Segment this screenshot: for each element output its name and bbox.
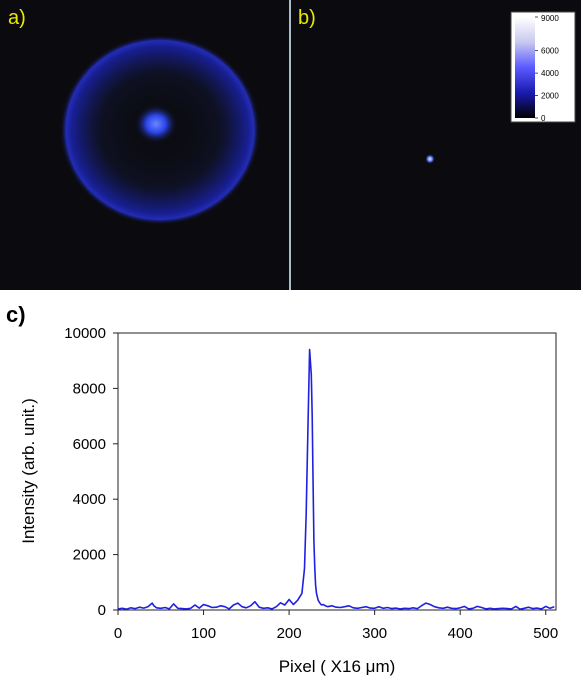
y-axis-label: Intensity (arb. unit.) xyxy=(19,398,38,544)
x-tick-label: 500 xyxy=(533,625,558,642)
plot-frame xyxy=(117,332,557,611)
colorbar-tick-label: 2000 xyxy=(541,92,559,101)
colorbar-tick-label: 4000 xyxy=(541,69,559,78)
panel-b-focal-spot xyxy=(425,154,435,164)
x-tick-label: 0 xyxy=(114,625,122,642)
x-tick-label: 100 xyxy=(191,625,216,642)
x-axis-ticks: 0 100 200 300 400 500 xyxy=(114,610,558,642)
y-tick-label: 10000 xyxy=(64,325,106,342)
colorbar: 9000 6000 4000 2000 0 xyxy=(510,11,576,123)
colorbar-tick-label: 9000 xyxy=(541,14,559,23)
y-tick-label: 6000 xyxy=(73,436,106,453)
line-chart: 0 100 200 300 400 500 0200040006000800010000 … xyxy=(19,325,558,676)
y-tick-label: 0 xyxy=(98,602,106,619)
colorbar-gradient xyxy=(515,17,535,118)
y-tick-label: 4000 xyxy=(73,491,106,508)
intensity-trace xyxy=(117,348,555,610)
colorbar-tick-label: 0 xyxy=(541,114,546,123)
y-tick-label: 2000 xyxy=(73,547,106,564)
x-tick-label: 400 xyxy=(448,625,473,642)
panel-a-central-spot xyxy=(134,104,178,144)
panel-a-label: a) xyxy=(8,7,26,29)
panel-b-label: b) xyxy=(298,7,316,29)
panel-a: a) xyxy=(0,0,289,290)
y-tick-label: 8000 xyxy=(73,380,106,397)
colorbar-tick-label: 6000 xyxy=(541,47,559,56)
x-tick-label: 300 xyxy=(362,625,387,642)
y-axis-ticks: 0 2000 4000 6000 8000 10000 xyxy=(64,325,118,619)
x-tick-label: 200 xyxy=(277,625,302,642)
colorbar-ticks: 9000 6000 4000 2000 0 xyxy=(535,14,559,123)
panel-b: b) 9000 6000 4000 2000 0 xyxy=(291,0,581,290)
panel-c-label: c) xyxy=(6,302,26,327)
x-axis-label: Pixel ( X16 μm) xyxy=(279,657,396,676)
